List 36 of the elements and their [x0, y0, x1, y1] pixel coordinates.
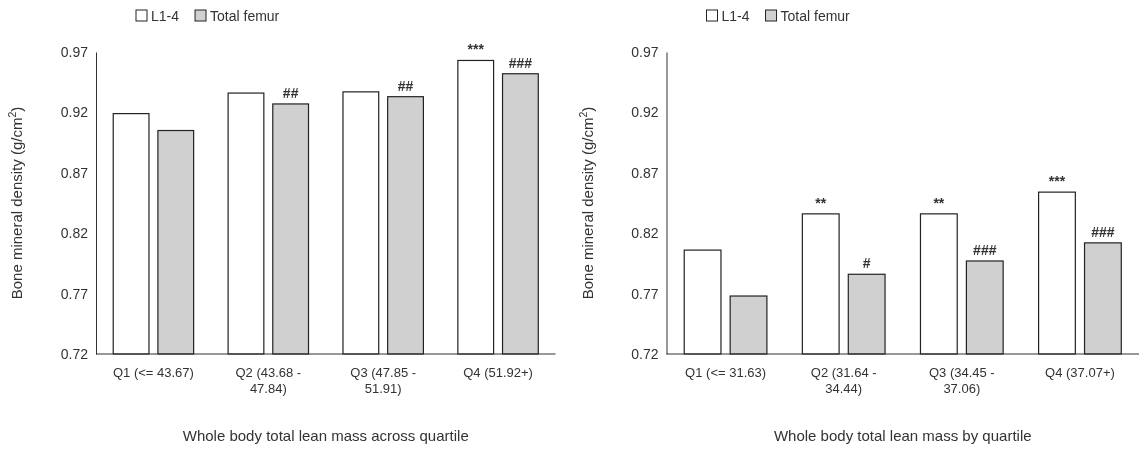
- annotation: ###: [973, 241, 997, 258]
- x-tick-label: Q4 (37.07+): [1045, 365, 1115, 381]
- legend-label: L1-4: [151, 7, 180, 24]
- annotation: ***: [467, 41, 485, 58]
- x-tick-label: Q3 (47.85 - 51.91): [350, 365, 417, 396]
- annotation: #: [862, 255, 871, 272]
- annotation: ##: [282, 84, 299, 101]
- x-tick-label: Q2 (31.64 - 34.44): [810, 365, 877, 396]
- legend-label: L1-4: [721, 7, 750, 24]
- y-tick-label: 0.77: [60, 285, 89, 302]
- x-tick-label: Q2 (43.68 - 47.84): [235, 365, 302, 396]
- annotation: **: [933, 194, 945, 211]
- x-tick-label: Q1 (<= 31.63): [685, 365, 767, 381]
- annotation: ###: [508, 54, 533, 71]
- annotation: ***: [1048, 173, 1066, 190]
- x-tick-label: Q1 (<= 43.67): [112, 365, 194, 381]
- x-axis-title: Whole body total lean mass across quartile: [182, 427, 469, 444]
- y-tick-label: 0.82: [60, 225, 89, 242]
- y-tick-label: 0.97: [631, 43, 659, 60]
- legend-label: Total femur: [780, 7, 851, 24]
- legend-label: Total femur: [210, 7, 280, 24]
- y-tick-label: 0.72: [631, 345, 659, 362]
- annotation: ##: [397, 77, 414, 94]
- x-axis-title: Whole body total lean mass by quartile: [773, 427, 1032, 444]
- y-tick-label: 0.82: [631, 225, 659, 242]
- y-tick-label: 0.87: [60, 164, 89, 181]
- x-tick-label: Q4 (51.92+): [463, 365, 533, 381]
- y-tick-label: 0.92: [631, 104, 659, 121]
- y-tick-label: 0.97: [60, 43, 89, 60]
- x-tick-label: Q3 (34.45 - 37.06): [928, 365, 995, 396]
- y-tick-label: 0.92: [60, 104, 89, 121]
- y-tick-label: 0.72: [60, 345, 89, 362]
- annotation: **: [815, 194, 827, 211]
- y-tick-label: 0.77: [631, 285, 659, 302]
- y-tick-label: 0.87: [631, 164, 659, 181]
- annotation: ###: [1091, 223, 1115, 240]
